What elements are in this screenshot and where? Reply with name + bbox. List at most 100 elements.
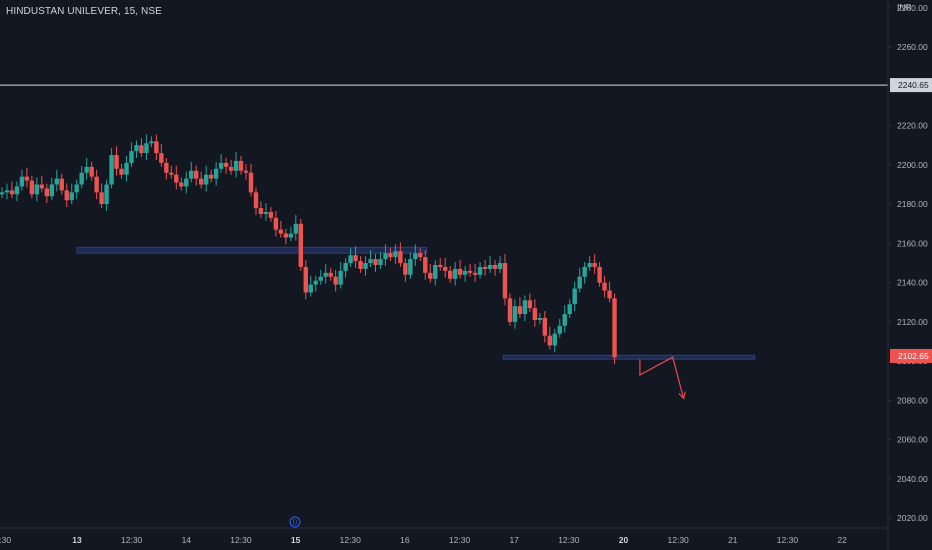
candle-body (612, 298, 617, 358)
candle (323, 264, 328, 284)
candle (467, 264, 473, 277)
candle (9, 181, 15, 199)
y-tick-label: 2020.00 (897, 513, 928, 523)
candle (129, 142, 134, 167)
candle-body (253, 192, 259, 209)
candle-body (522, 300, 528, 315)
candle (44, 183, 50, 204)
candle-body (213, 168, 219, 179)
x-tick-label: 13 (72, 535, 82, 545)
candle (54, 169, 59, 192)
candle (403, 258, 408, 282)
candle-body (248, 172, 254, 193)
support-zone[interactable] (76, 246, 428, 254)
candle (233, 152, 239, 178)
level-line-tag (890, 78, 932, 93)
candle-body (423, 257, 428, 273)
candle-body (218, 162, 224, 169)
candle (413, 244, 418, 266)
candle (378, 252, 383, 269)
candle-body (502, 263, 508, 299)
candle-body (403, 263, 408, 275)
projection-arrow-path[interactable] (639, 356, 685, 399)
candle (59, 173, 64, 195)
candle (0, 187, 5, 199)
y-tick-label: 2040.00 (897, 474, 928, 484)
candle-body (228, 166, 234, 171)
candle-body (164, 162, 169, 173)
event-marker[interactable]: D (289, 516, 301, 528)
candle (144, 134, 149, 160)
candle-body (507, 298, 513, 322)
x-tick-label: 12:30 (121, 535, 143, 545)
candle (199, 171, 204, 189)
candle (49, 177, 54, 201)
candle-body (443, 266, 448, 271)
candle-body (537, 317, 543, 320)
x-tick-label: 12:30 (558, 535, 580, 545)
candle-body (203, 174, 209, 185)
candle-body (34, 184, 40, 195)
candle-body (278, 229, 284, 234)
candle-body (179, 182, 184, 187)
x-tick-label: 12:30 (0, 535, 11, 545)
candle-body (368, 259, 373, 264)
candle (278, 220, 284, 238)
candle-body (69, 192, 74, 201)
candle-body (363, 263, 368, 269)
x-tick-label: 22 (837, 535, 847, 545)
candle-body (273, 217, 279, 230)
candle-body (174, 174, 179, 183)
candle-body (562, 314, 567, 326)
y-tick-label: 2200.00 (897, 160, 928, 170)
support-zone[interactable] (502, 354, 756, 360)
price-axis[interactable]: 2020.002040.002060.002080.002100.002120.… (888, 3, 932, 523)
candle (462, 265, 468, 282)
candle (452, 262, 458, 286)
candle (512, 299, 518, 329)
time-axis[interactable]: 12:30 13 12:30 14 12:30 15 12:30 16 12:30 17 12:30… (0, 535, 847, 545)
candle-body (243, 170, 249, 173)
candle (433, 260, 438, 286)
candle (607, 281, 612, 303)
candle-body (438, 264, 443, 267)
candle (64, 183, 69, 208)
candle-body (338, 270, 343, 285)
candle-body (492, 264, 498, 269)
candle-body (109, 155, 114, 185)
candle (547, 326, 552, 350)
candle-body (54, 178, 59, 185)
candle (169, 165, 174, 179)
candle (208, 169, 214, 183)
x-tick-label: 12:30 (230, 535, 252, 545)
y-tick-label: 2260.00 (897, 42, 928, 52)
candle-body (358, 261, 363, 269)
candle (223, 158, 229, 174)
candle-body (258, 208, 264, 214)
candle (109, 148, 114, 189)
candle (373, 254, 378, 272)
candle-body (19, 176, 25, 187)
projection-arrow-head (678, 391, 686, 400)
candle (438, 258, 443, 271)
candle (39, 175, 45, 193)
candle-body (89, 166, 94, 177)
candle (29, 175, 35, 199)
candle (612, 293, 617, 365)
candle-body (413, 253, 418, 260)
candle (428, 264, 433, 283)
candle (418, 248, 423, 262)
candle (423, 250, 428, 280)
candle-body (378, 259, 383, 265)
candle (243, 163, 249, 180)
candle (313, 275, 318, 292)
candle-body (159, 153, 164, 163)
candle-body (607, 290, 612, 299)
candle (318, 269, 323, 285)
candle-body (577, 276, 582, 289)
candle (557, 318, 562, 338)
candle-body (388, 253, 393, 258)
candle-body (84, 166, 89, 173)
candle (497, 256, 503, 273)
